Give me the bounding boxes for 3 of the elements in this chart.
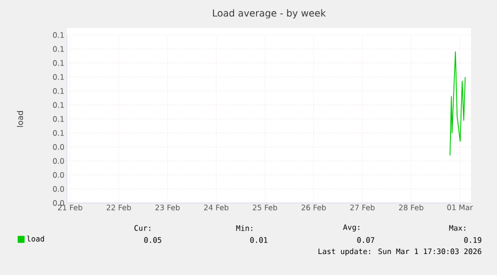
- y-axis-title: load: [16, 111, 24, 127]
- chart-title: Load average - by week: [213, 9, 326, 18]
- line-series: [450, 51, 466, 156]
